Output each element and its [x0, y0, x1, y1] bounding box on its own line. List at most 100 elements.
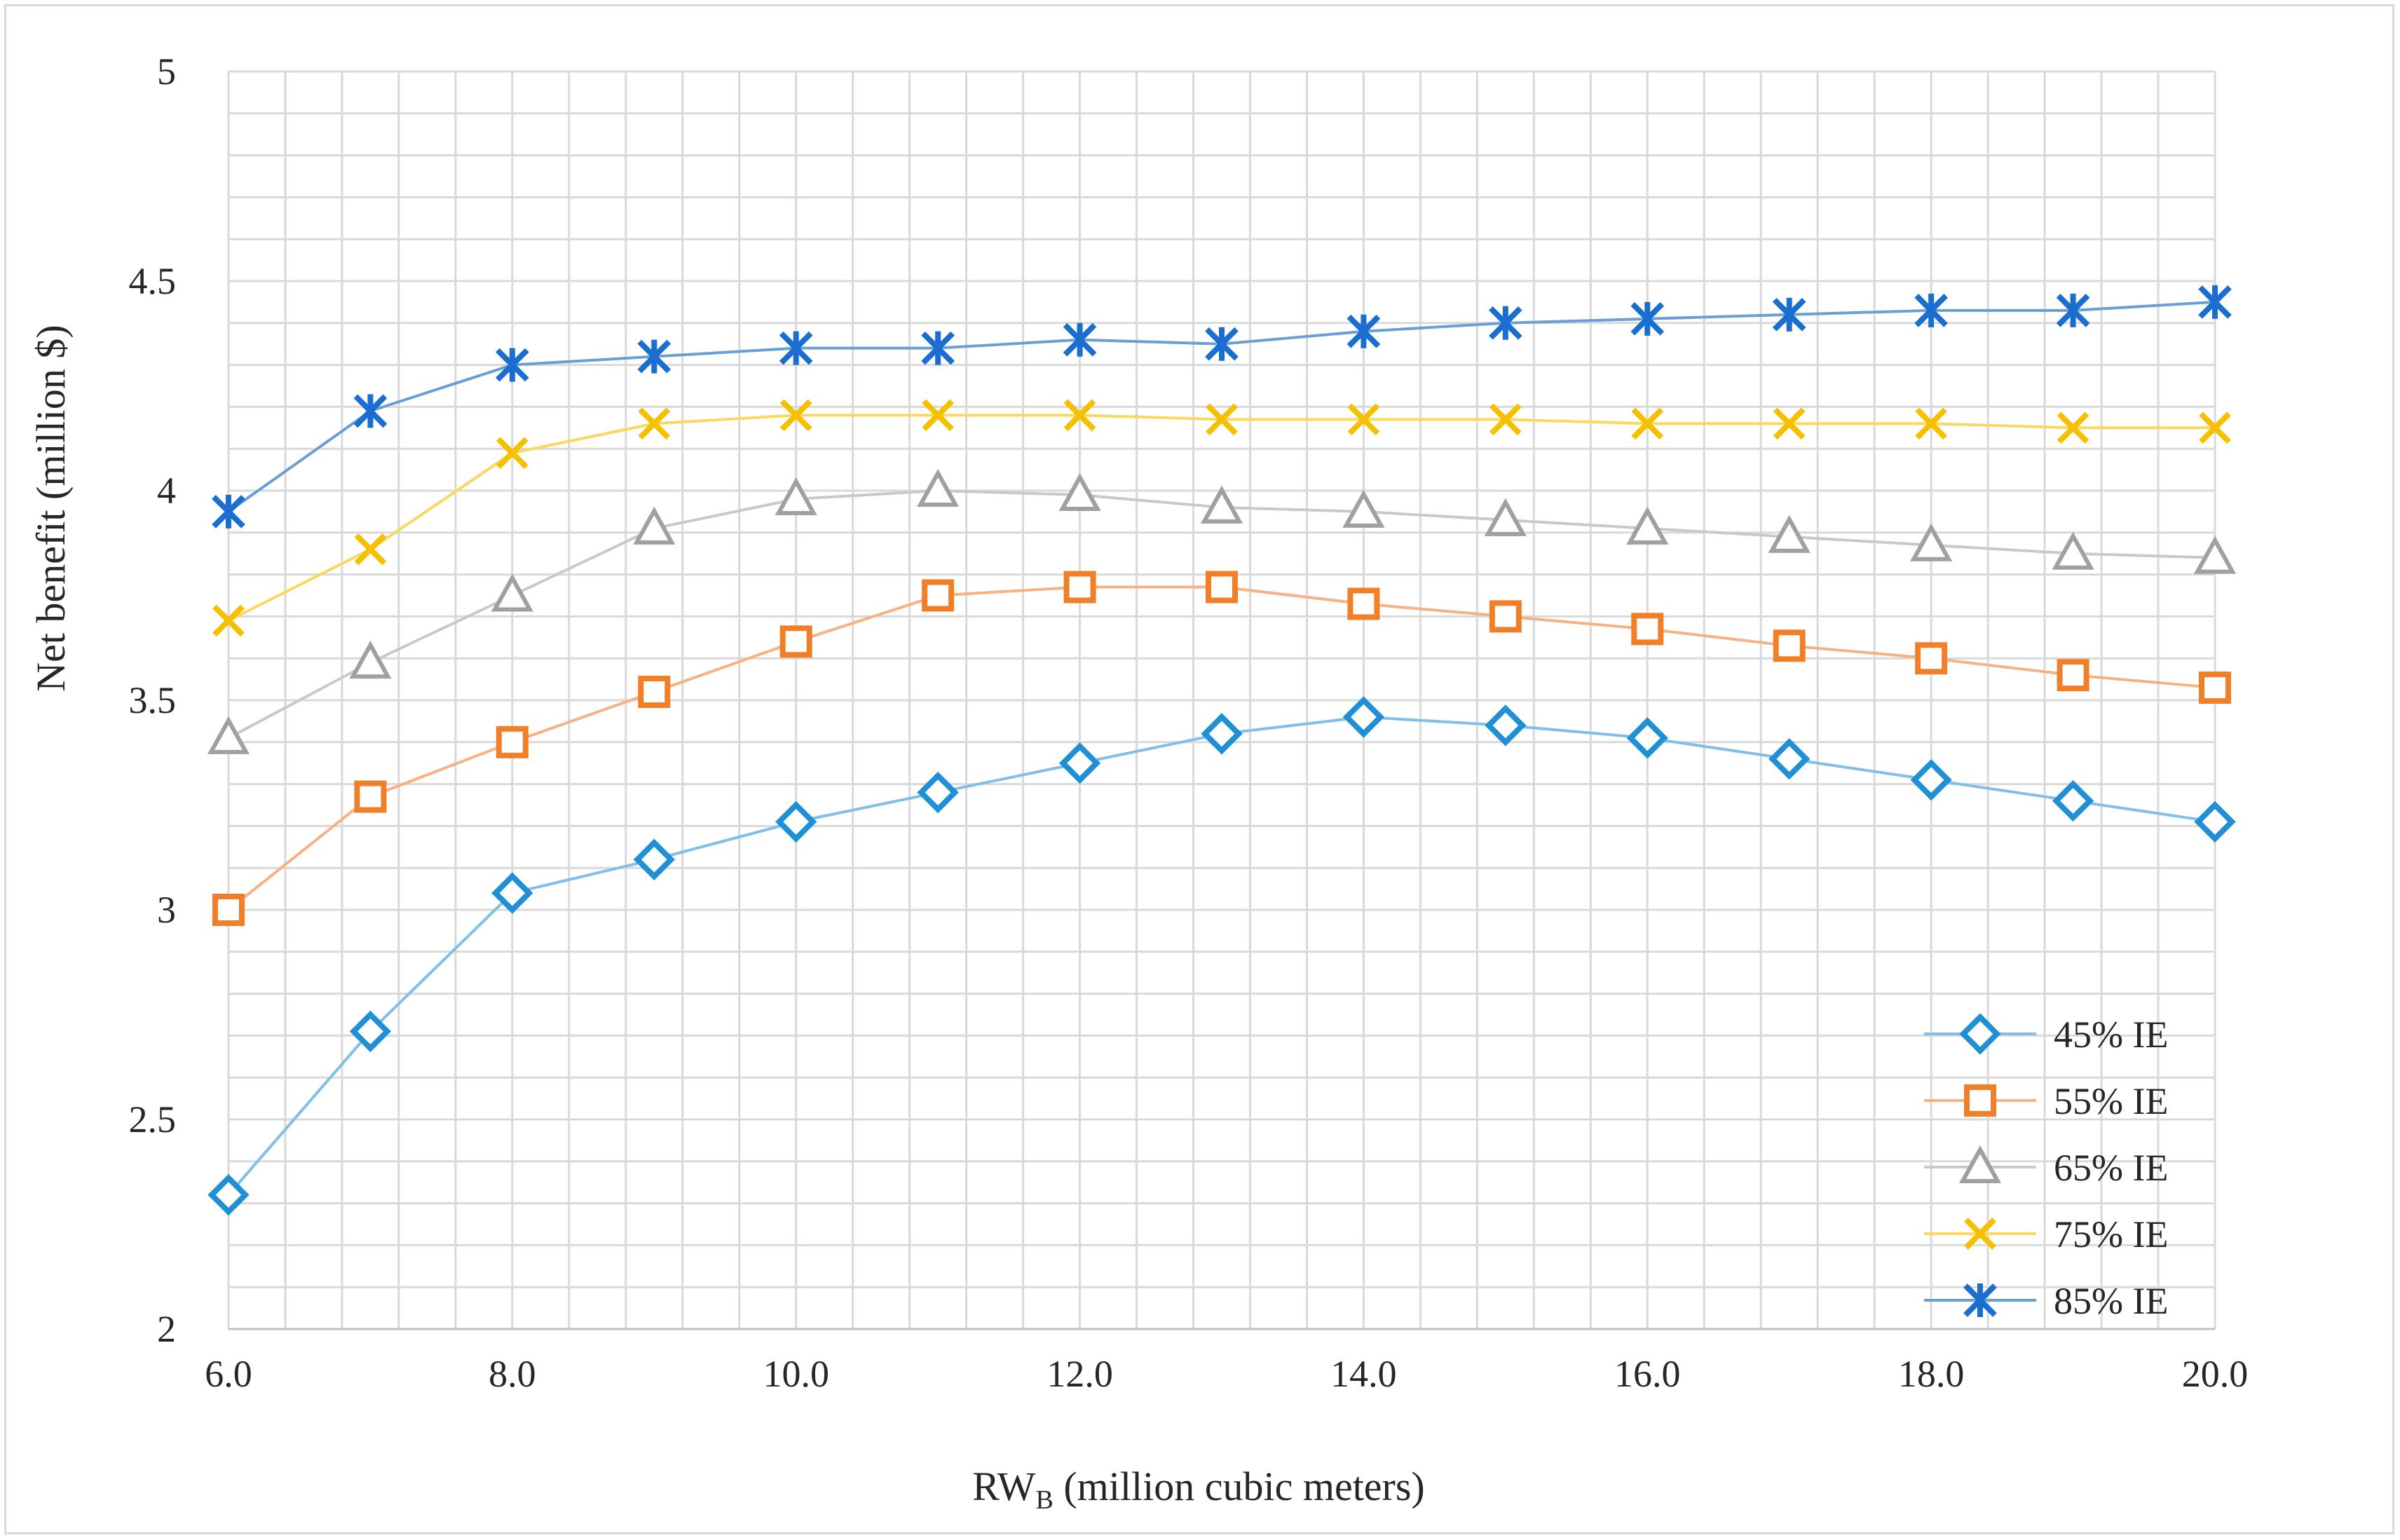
data-point [1626, 506, 1669, 545]
data-point [779, 625, 812, 658]
data-point [1347, 403, 1380, 436]
legend-entry: 55% IE [1924, 1080, 2168, 1122]
x-tick-label: 10.0 [763, 1353, 829, 1395]
data-point [1910, 523, 1953, 561]
data-point [922, 399, 954, 432]
legend-marker [1964, 1084, 1996, 1117]
data-point [1631, 407, 1664, 440]
x-tick-label: 8.0 [489, 1353, 536, 1395]
legend-entry: 75% IE [1924, 1213, 2168, 1255]
data-point [1206, 571, 1238, 604]
data-point [1915, 407, 1947, 440]
data-point [1772, 297, 1806, 332]
x-tick-label: 20.0 [2182, 1353, 2249, 1395]
data-point [354, 533, 387, 566]
data-point [349, 641, 392, 679]
legend-entry: 85% IE [1924, 1280, 2168, 1322]
data-point [1063, 571, 1096, 604]
legend-label: 75% IE [2054, 1213, 2168, 1255]
data-point [496, 725, 529, 758]
data-point [1489, 306, 1522, 340]
data-point [633, 838, 675, 880]
data-point [353, 394, 388, 428]
series-85-ie [212, 285, 2232, 529]
legend-label: 85% IE [2054, 1280, 2168, 1322]
data-point [354, 780, 387, 813]
chart-frame [4, 4, 2394, 1534]
data-point [496, 437, 529, 470]
data-point [2193, 536, 2237, 574]
data-point [2052, 779, 2094, 822]
data-point [1773, 407, 1806, 440]
data-point [491, 573, 533, 612]
series-75-ie [212, 399, 2231, 637]
axes: 6.0 8.0 10.0 12.0 14.0 16.0 18.0 20.0 2 2.5 3 3.5 4 4… [129, 50, 2249, 1395]
y-tick-label: 5 [157, 50, 176, 93]
legend-label: 45% IE [2054, 1014, 2168, 1056]
legend-entry: 45% IE [1924, 1013, 2168, 1056]
data-point [1489, 403, 1522, 436]
data-point [349, 1010, 392, 1053]
legend-entry: 65% IE [1924, 1145, 2168, 1189]
data-point [638, 676, 671, 709]
data-point [1206, 403, 1238, 436]
data-point [1201, 713, 1243, 755]
data-point [212, 494, 245, 529]
data-point [2056, 293, 2090, 327]
data-point [1347, 587, 1380, 620]
data-point [2057, 411, 2089, 444]
legend-marker [1964, 1218, 1996, 1250]
data-point [1768, 738, 1811, 780]
data-point [496, 348, 529, 382]
series-55-ie [212, 571, 2231, 926]
x-tick-label: 16.0 [1614, 1353, 1681, 1395]
data-point [2199, 411, 2231, 444]
data-point [775, 477, 817, 515]
data-point [1910, 758, 1952, 801]
legend: 45% IE 55% IE 65% IE 75% IE 85% IE [1924, 1013, 2168, 1322]
x-tick-label: 18.0 [1898, 1353, 1965, 1395]
data-point [917, 468, 960, 507]
data-point [779, 331, 813, 365]
data-point [1773, 629, 1806, 662]
data-point [917, 771, 959, 814]
data-point [779, 399, 812, 432]
data-point [1489, 600, 1522, 633]
data-point [1485, 704, 1527, 747]
data-point [633, 506, 676, 545]
legend-marker [1963, 1283, 1997, 1317]
data-point [1914, 293, 1948, 327]
data-point [491, 872, 533, 914]
data-point [2194, 800, 2236, 843]
data-point [1063, 322, 1097, 357]
y-axis-title: Net benefit (million $) [28, 325, 74, 691]
x-axis-title-rest: (million cubic meters) [1054, 1464, 1425, 1509]
y-tick-label: 2 [157, 1308, 176, 1350]
data-point [922, 579, 955, 612]
data-point [637, 339, 671, 374]
x-axis-title: RWB (million cubic meters) [972, 1464, 1425, 1515]
legend-label: 55% IE [2054, 1080, 2168, 1122]
data-point [775, 800, 817, 843]
data-point [921, 331, 955, 365]
data-point [1630, 301, 1665, 336]
data-point [1058, 472, 1101, 511]
x-tick-label: 14.0 [1330, 1353, 1397, 1395]
legend-marker [1958, 1145, 2002, 1183]
data-point [1342, 696, 1385, 738]
legend-label: 65% IE [2054, 1147, 2168, 1189]
series-line-45-ie [227, 715, 2216, 1196]
data-point [207, 716, 250, 754]
data-point [1063, 399, 1096, 432]
grid [227, 70, 2216, 1330]
y-tick-label: 4 [157, 470, 176, 512]
series-group [207, 285, 2237, 1216]
series-45-ie [207, 696, 2236, 1216]
x-tick-label: 6.0 [205, 1353, 252, 1395]
y-tick-label: 4.5 [129, 260, 177, 302]
x-axis-title-main: RW [972, 1464, 1035, 1509]
data-point [1768, 515, 1811, 553]
data-point [2052, 531, 2094, 570]
data-point [207, 1173, 250, 1216]
